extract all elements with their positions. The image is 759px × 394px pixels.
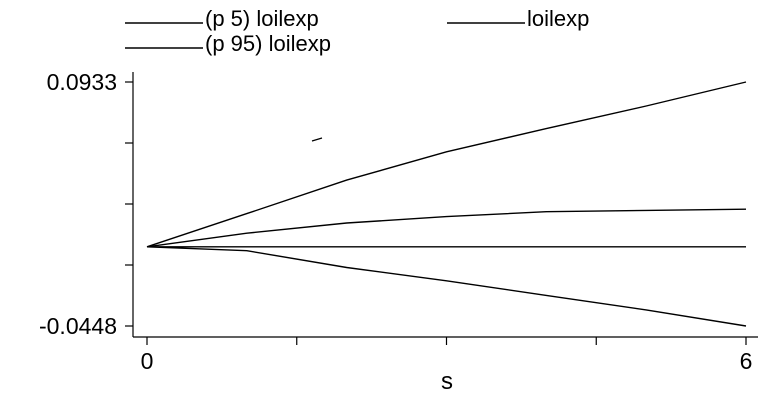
legend-label-0: (p 5) loilexp: [205, 6, 319, 31]
series-line-1: [146, 208, 747, 248]
tick-labels: 0.0933 -0.0448 0 6: [39, 69, 752, 374]
x-tick-label-1: 6: [740, 348, 753, 374]
y-tick-label-1: -0.0448: [39, 313, 117, 339]
x-tick-label-0: 0: [141, 348, 154, 374]
legend-label-2: (p 95) loilexp: [205, 31, 331, 56]
series-line-0: [146, 246, 747, 327]
legend-label-1: loilexp: [527, 6, 589, 31]
legend: (p 5) loilexp loilexp (p 95) loilexp: [125, 6, 589, 56]
series-group: [146, 81, 747, 327]
ticks: [125, 81, 747, 345]
y-tick-label-0: 0.0933: [47, 69, 117, 95]
stray-mark: [311, 137, 323, 142]
x-axis-label: s: [441, 368, 453, 394]
series-line-2: [146, 81, 747, 248]
axes: [132, 72, 758, 338]
